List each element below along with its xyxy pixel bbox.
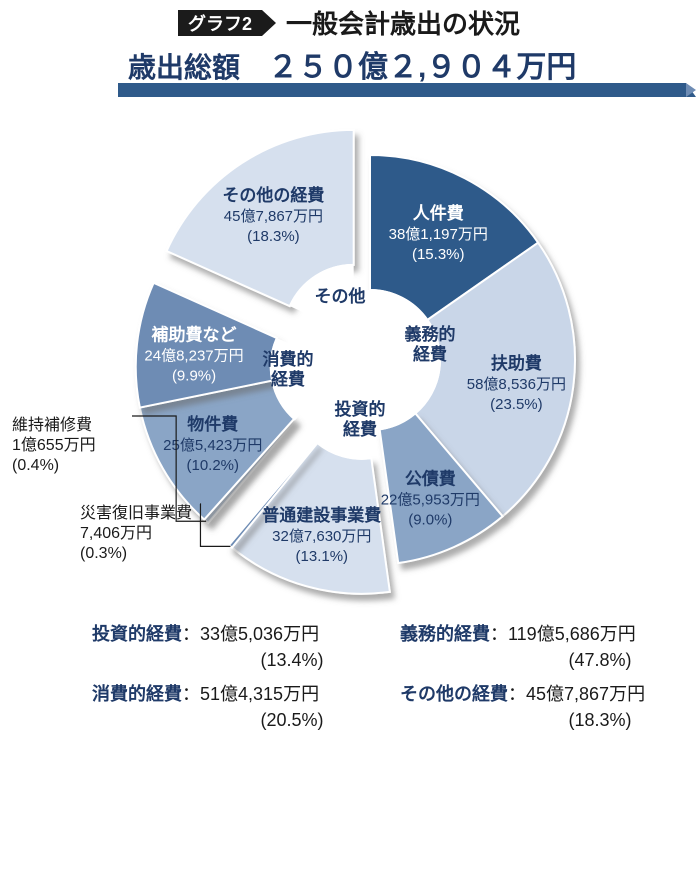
header-band bbox=[118, 83, 696, 97]
summary-pct: (47.8%) bbox=[568, 650, 631, 670]
summary-line: 投資的経費：33億5,036万円 bbox=[92, 623, 319, 644]
group-label: 消費的 bbox=[263, 349, 314, 369]
chart-svg: グラフ2 一般会計歳出の状況 歳出総額 ２５０億２,９０４万円 義務的経費投資的… bbox=[0, 0, 696, 869]
group-label: 経費 bbox=[413, 344, 447, 364]
group-label: 投資的 bbox=[335, 399, 386, 419]
summary-pct: (13.4%) bbox=[260, 650, 323, 670]
summary-pct: (20.5%) bbox=[260, 710, 323, 730]
group-label: 義務的 bbox=[405, 324, 456, 344]
summary-pct: (18.3%) bbox=[568, 710, 631, 730]
header-title: 一般会計歳出の状況 bbox=[286, 9, 520, 39]
subtitle-right: ２５０億２,９０４万円 bbox=[268, 51, 576, 84]
summary-line: 消費的経費：51億4,315万円 bbox=[92, 683, 319, 704]
header-badge-text: グラフ2 bbox=[188, 13, 252, 34]
summary-line: その他の経費：45億7,867万円 bbox=[400, 683, 645, 704]
header-badge-arrow bbox=[262, 10, 276, 36]
subtitle-left: 歳出総額 bbox=[128, 51, 240, 83]
summary-line: 義務的経費：119億5,686万円 bbox=[400, 623, 636, 644]
summary-block: 投資的経費：33億5,036万円 (13.4%) 消費的経費：51億4,315万円 (… bbox=[92, 623, 645, 730]
slice-label-outside: 維持補修費1億655万円(0.4%) bbox=[12, 416, 96, 474]
slice-label-outside: 災害復旧事業費7,406万円(0.3%) bbox=[80, 504, 192, 562]
group-label: その他 bbox=[315, 286, 366, 306]
page: グラフ2 一般会計歳出の状況 歳出総額 ２５０億２,９０４万円 義務的経費投資的… bbox=[0, 0, 696, 869]
group-label: 経費 bbox=[271, 369, 305, 389]
group-label: 経費 bbox=[343, 419, 377, 439]
